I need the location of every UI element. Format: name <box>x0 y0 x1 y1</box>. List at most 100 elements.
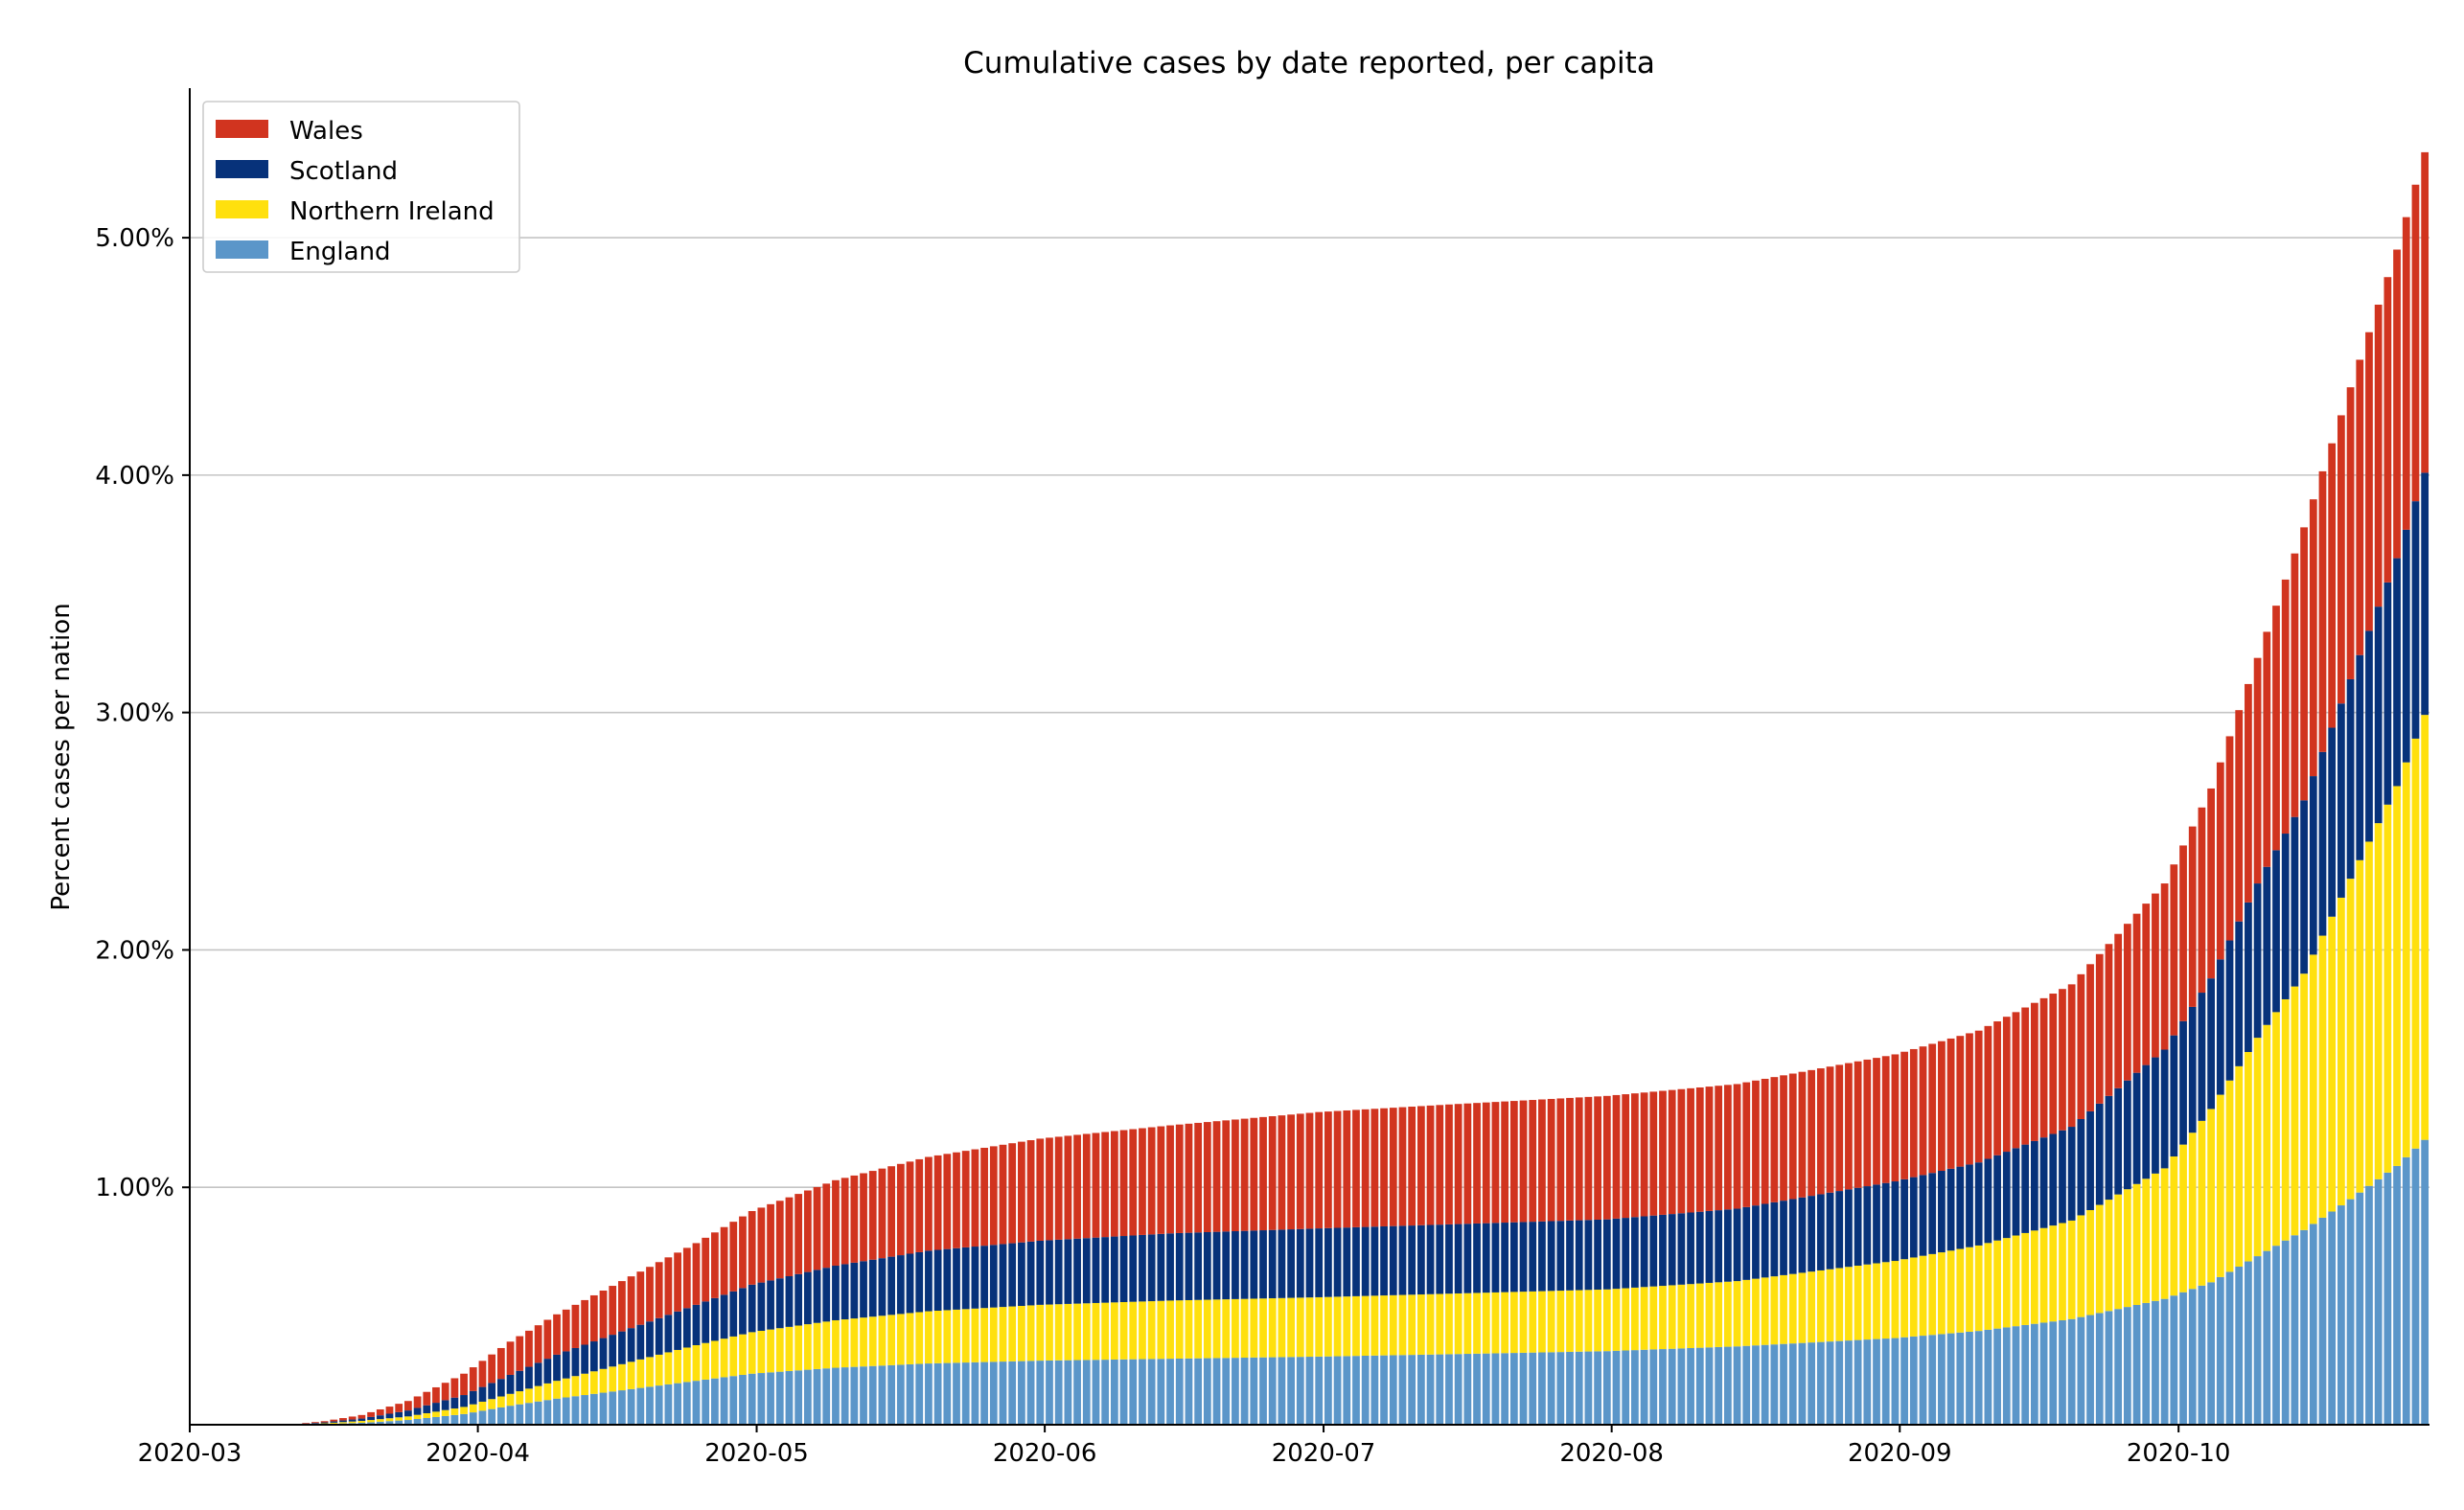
bar-scotland <box>2002 1152 2011 1239</box>
bar-northern-ireland <box>1389 1294 1397 1356</box>
bar-england <box>832 1367 840 1425</box>
bar-northern-ireland <box>2086 1210 2094 1316</box>
bar-northern-ireland <box>1602 1289 1611 1352</box>
bar-england <box>841 1367 849 1425</box>
bar-scotland <box>878 1258 887 1316</box>
bar-scotland <box>2253 883 2262 1039</box>
bar-northern-ireland <box>2356 859 2364 1193</box>
bar-scotland <box>2411 501 2420 739</box>
bar-england <box>878 1365 887 1425</box>
bar-wales <box>1881 1056 1890 1183</box>
bar-scotland <box>1287 1229 1295 1298</box>
bar-wales <box>1668 1089 1676 1215</box>
bar-england <box>2263 1250 2271 1425</box>
bar-northern-ireland <box>1250 1298 1258 1358</box>
bar-scotland <box>1509 1222 1518 1293</box>
bar-scotland <box>906 1253 914 1314</box>
bar-wales <box>1240 1118 1249 1231</box>
bar-scotland <box>868 1259 877 1317</box>
bar-scotland <box>525 1366 533 1389</box>
bar-northern-ireland <box>599 1368 608 1393</box>
bar-scotland <box>1695 1211 1704 1284</box>
bar-wales <box>385 1407 394 1414</box>
bar-wales <box>896 1163 905 1256</box>
bar-england <box>1212 1358 1221 1425</box>
y-tick-label: 1.00% <box>95 1174 174 1202</box>
bar-northern-ireland <box>1157 1300 1165 1360</box>
bar-northern-ireland <box>674 1349 681 1384</box>
bar-scotland <box>1612 1218 1621 1290</box>
bar-scotland <box>720 1294 728 1339</box>
bar-wales <box>1854 1061 1862 1188</box>
bar-wales <box>794 1194 803 1274</box>
bar-northern-ireland <box>1854 1265 1862 1340</box>
bar-scotland <box>1026 1241 1035 1306</box>
bar-northern-ireland <box>2328 916 2337 1212</box>
bar-scotland <box>2374 606 2383 824</box>
bar-northern-ireland <box>1018 1305 1025 1361</box>
bar-wales <box>971 1149 979 1247</box>
bar-scotland <box>2421 472 2429 716</box>
bar-england <box>1203 1358 1211 1425</box>
bar-northern-ireland <box>1900 1259 1908 1338</box>
bar-northern-ireland <box>1296 1297 1304 1358</box>
bar-england <box>1946 1333 1955 1425</box>
bar-scotland <box>925 1250 933 1312</box>
bar-england <box>803 1369 812 1425</box>
bar-scotland <box>385 1413 394 1419</box>
bar-northern-ireland <box>562 1378 570 1398</box>
bar-northern-ireland <box>1352 1295 1360 1357</box>
y-tick-label: 3.00% <box>95 699 174 728</box>
bar-wales <box>1956 1036 1965 1167</box>
bar-wales <box>413 1396 422 1408</box>
bar-england <box>1268 1357 1277 1425</box>
bar-northern-ireland <box>2030 1230 2038 1324</box>
bar-scotland <box>2132 1072 2141 1184</box>
legend-box <box>202 101 520 273</box>
bar-northern-ireland <box>441 1409 449 1416</box>
bar-northern-ireland <box>989 1307 998 1362</box>
bar-northern-ireland <box>543 1383 552 1401</box>
bar-wales <box>1426 1105 1435 1225</box>
bar-scotland <box>2123 1080 2131 1190</box>
bar-england <box>618 1390 626 1425</box>
bar-scotland <box>1547 1221 1555 1292</box>
bar-scotland <box>1343 1227 1351 1297</box>
bar-wales <box>534 1325 542 1363</box>
bar-northern-ireland <box>1370 1295 1379 1356</box>
bar-england <box>1873 1338 1880 1425</box>
bar-england <box>1054 1360 1063 1425</box>
bar-scotland <box>1046 1240 1053 1305</box>
x-tick-label: 2020-09 <box>1848 1439 1952 1468</box>
bar-england <box>748 1373 756 1425</box>
bar-wales <box>841 1178 849 1265</box>
bar-england <box>1808 1342 1816 1425</box>
bar-england <box>2049 1321 2058 1425</box>
bar-scotland <box>2142 1064 2151 1179</box>
bar-wales <box>2207 788 2215 979</box>
bar-scotland <box>450 1397 459 1409</box>
bar-wales <box>2272 606 2280 851</box>
bar-scotland <box>1733 1208 1741 1282</box>
bar-england <box>1416 1354 1425 1425</box>
bar-wales <box>1993 1021 2001 1155</box>
bar-northern-ireland <box>748 1332 756 1374</box>
bar-northern-ireland <box>1919 1255 1927 1337</box>
bar-england <box>1110 1359 1118 1425</box>
bar-scotland <box>413 1407 422 1415</box>
bar-wales <box>2402 217 2410 530</box>
bar-england <box>1166 1359 1174 1425</box>
bar-scotland <box>646 1321 654 1358</box>
bar-scotland <box>1370 1226 1379 1296</box>
bar-wales <box>1082 1133 1091 1239</box>
bar-scotland <box>1928 1173 1937 1254</box>
bar-wales <box>1343 1110 1351 1228</box>
bar-scotland <box>2049 1133 2058 1226</box>
bar-northern-ireland <box>1733 1281 1741 1347</box>
bar-scotland <box>543 1359 552 1384</box>
bar-wales <box>2365 332 2373 631</box>
bar-wales <box>1232 1119 1239 1232</box>
bar-northern-ireland <box>1147 1301 1156 1360</box>
bar-northern-ireland <box>1622 1288 1630 1351</box>
bar-scotland <box>1835 1191 1844 1269</box>
